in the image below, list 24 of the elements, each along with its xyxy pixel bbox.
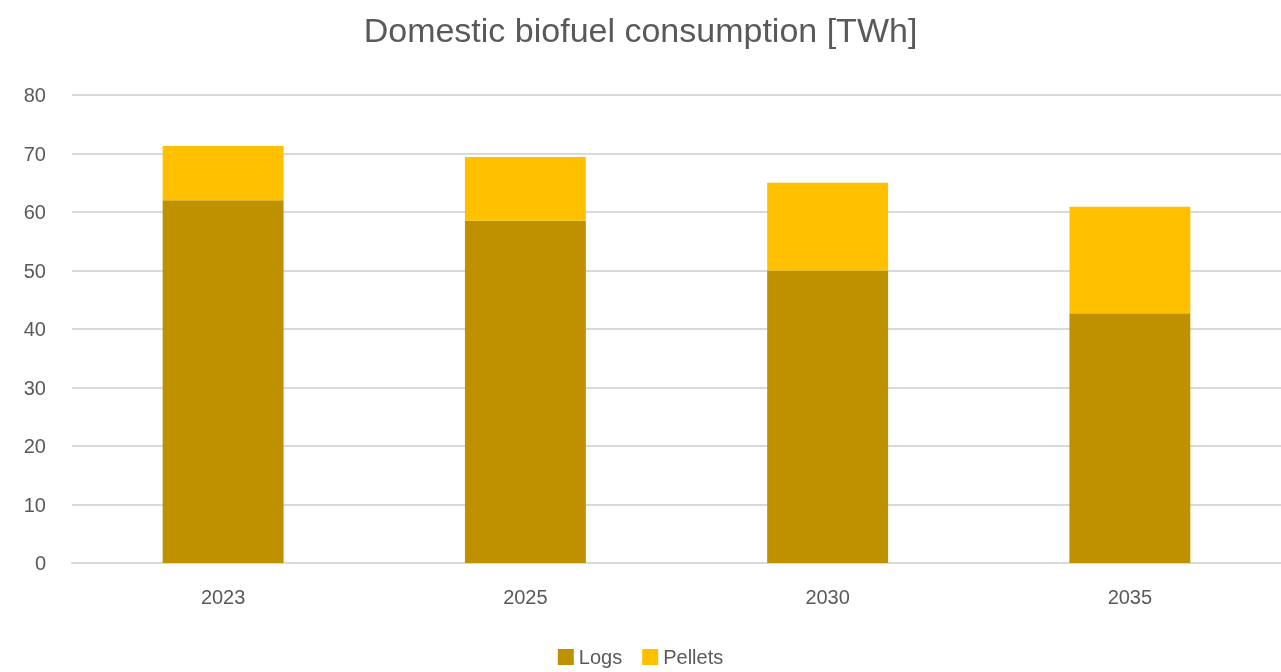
bar [767,182,889,271]
bar [1069,313,1191,563]
bar [162,145,284,201]
chart-title: Domestic biofuel consumption [TWh] [363,11,918,49]
y-tick-label: 40 [23,318,46,340]
bar [162,200,284,563]
y-tick-label: 60 [23,201,46,223]
legend-label: Pellets [663,646,724,668]
bar [464,220,586,563]
y-tick-label: 10 [23,493,46,516]
legend-label: Logs [578,646,623,668]
bar [464,157,586,221]
x-tick-label: 2030 [805,586,850,608]
y-tick-label: 30 [23,376,46,399]
bar [1069,206,1191,314]
x-tick-label: 2023 [200,586,246,608]
bar [767,270,889,563]
y-tick-label: 70 [23,142,46,165]
y-tick-label: 20 [23,435,46,457]
y-tick-label: 0 [34,552,46,574]
y-tick-label: 80 [23,84,46,106]
x-tick-label: 2025 [503,586,548,608]
x-tick-label: 2035 [1107,586,1153,608]
y-tick-label: 50 [23,259,46,282]
